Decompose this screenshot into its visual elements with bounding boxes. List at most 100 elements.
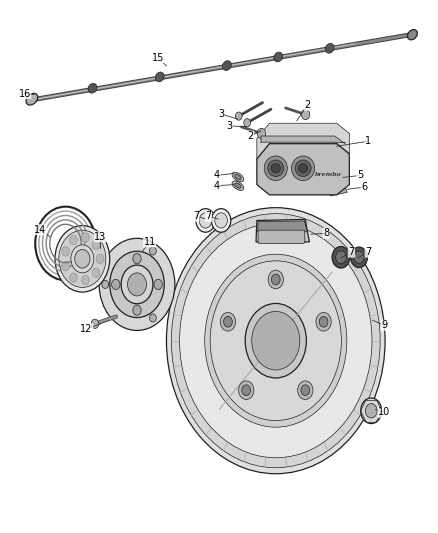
Ellipse shape: [332, 247, 350, 268]
Ellipse shape: [325, 43, 334, 53]
Circle shape: [81, 276, 89, 285]
Polygon shape: [328, 185, 347, 196]
Ellipse shape: [232, 172, 244, 182]
Polygon shape: [256, 220, 309, 242]
Circle shape: [319, 317, 328, 327]
Ellipse shape: [155, 72, 164, 82]
Circle shape: [75, 249, 90, 268]
Ellipse shape: [264, 156, 287, 181]
Ellipse shape: [235, 183, 241, 188]
Text: 10: 10: [378, 407, 390, 417]
Ellipse shape: [298, 164, 308, 173]
Text: 7: 7: [348, 247, 355, 257]
Circle shape: [171, 214, 380, 468]
Circle shape: [121, 265, 153, 304]
Ellipse shape: [223, 61, 231, 70]
Text: 12: 12: [80, 324, 93, 334]
Circle shape: [71, 245, 94, 273]
Text: 6: 6: [361, 182, 367, 192]
Circle shape: [235, 112, 242, 120]
Circle shape: [239, 381, 254, 400]
Polygon shape: [328, 174, 350, 183]
Text: 3: 3: [226, 121, 233, 131]
Text: 7: 7: [193, 212, 199, 221]
Circle shape: [99, 238, 175, 330]
Circle shape: [81, 233, 89, 242]
FancyBboxPatch shape: [258, 230, 305, 244]
Circle shape: [62, 247, 70, 256]
Polygon shape: [258, 221, 307, 232]
Text: brembo: brembo: [315, 172, 342, 177]
Text: 3: 3: [218, 109, 224, 119]
Ellipse shape: [26, 93, 38, 105]
Circle shape: [70, 236, 77, 245]
Ellipse shape: [336, 251, 346, 264]
Text: 7: 7: [205, 212, 212, 221]
Circle shape: [166, 208, 385, 474]
Circle shape: [257, 128, 266, 139]
Circle shape: [298, 381, 313, 400]
Ellipse shape: [292, 156, 314, 181]
Text: 13: 13: [94, 232, 106, 242]
Circle shape: [365, 403, 377, 418]
Circle shape: [242, 385, 251, 395]
Circle shape: [252, 311, 300, 370]
Text: 8: 8: [323, 228, 329, 238]
Ellipse shape: [235, 174, 241, 180]
Circle shape: [301, 109, 310, 119]
Text: 14: 14: [34, 224, 46, 235]
Text: 4: 4: [214, 181, 220, 191]
Circle shape: [244, 119, 251, 127]
Circle shape: [91, 319, 99, 328]
Ellipse shape: [212, 209, 231, 232]
Circle shape: [55, 225, 110, 292]
Ellipse shape: [295, 160, 311, 176]
Circle shape: [96, 254, 104, 263]
Circle shape: [245, 303, 306, 378]
Circle shape: [133, 254, 141, 264]
Circle shape: [223, 317, 232, 327]
Circle shape: [59, 230, 106, 287]
Circle shape: [133, 305, 141, 316]
Circle shape: [102, 280, 109, 288]
Ellipse shape: [196, 209, 215, 232]
Circle shape: [149, 314, 156, 322]
Text: 5: 5: [357, 171, 363, 181]
Circle shape: [154, 279, 162, 289]
Circle shape: [110, 251, 164, 318]
Circle shape: [70, 273, 77, 282]
Polygon shape: [257, 123, 350, 159]
Polygon shape: [257, 144, 350, 195]
Circle shape: [180, 224, 372, 458]
Text: 9: 9: [381, 320, 387, 330]
Circle shape: [361, 398, 382, 424]
Circle shape: [301, 385, 310, 395]
Ellipse shape: [407, 30, 417, 40]
Circle shape: [92, 268, 100, 277]
Text: 2: 2: [304, 100, 311, 110]
Text: 7: 7: [365, 247, 371, 257]
Circle shape: [127, 273, 146, 296]
Ellipse shape: [354, 251, 364, 263]
Ellipse shape: [271, 164, 280, 173]
Ellipse shape: [88, 83, 97, 93]
Circle shape: [220, 312, 236, 331]
Circle shape: [149, 247, 156, 255]
Text: 11: 11: [144, 237, 156, 247]
Ellipse shape: [232, 181, 244, 190]
Text: 1: 1: [365, 136, 371, 146]
Text: 16: 16: [18, 88, 31, 99]
Circle shape: [62, 262, 70, 271]
Circle shape: [112, 279, 120, 289]
Circle shape: [268, 270, 283, 289]
Circle shape: [316, 312, 331, 331]
Ellipse shape: [199, 213, 212, 228]
Circle shape: [210, 261, 341, 421]
Text: 4: 4: [214, 171, 220, 181]
Text: 2: 2: [247, 131, 254, 141]
Polygon shape: [261, 136, 345, 144]
Ellipse shape: [215, 213, 227, 228]
Text: 15: 15: [152, 53, 164, 63]
Ellipse shape: [274, 52, 283, 62]
Circle shape: [92, 240, 100, 249]
